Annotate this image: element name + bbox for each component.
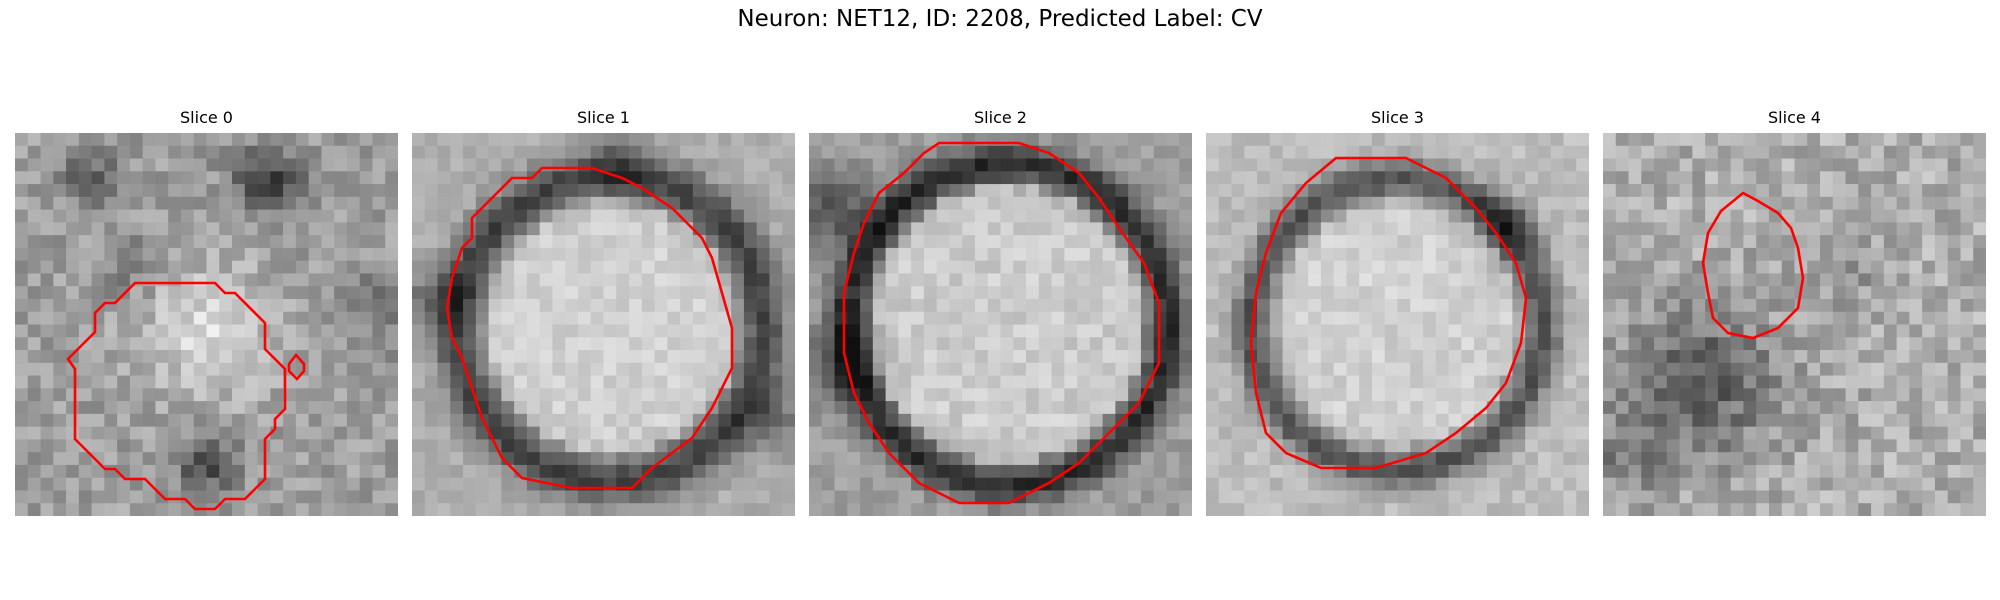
slice-image-0 bbox=[15, 133, 398, 516]
slice-title: Slice 1 bbox=[577, 108, 630, 127]
slice-image-4 bbox=[1603, 133, 1986, 516]
segmentation-contour bbox=[287, 352, 306, 381]
slice-panel-3: Slice 3 bbox=[1206, 108, 1589, 516]
pixel-grid bbox=[412, 133, 795, 516]
slice-image-2 bbox=[809, 133, 1192, 516]
segmentation-contour bbox=[445, 166, 734, 490]
pixel-grid bbox=[15, 133, 398, 516]
slice-panel-1: Slice 1 bbox=[412, 108, 795, 516]
slice-panel-2: Slice 2 bbox=[809, 108, 1192, 516]
slice-panel-0: Slice 0 bbox=[15, 108, 398, 516]
pixel-grid bbox=[1603, 133, 1986, 516]
slice-title: Slice 3 bbox=[1371, 108, 1424, 127]
slice-panel-4: Slice 4 bbox=[1603, 108, 1986, 516]
figure-title: Neuron: NET12, ID: 2208, Predicted Label… bbox=[737, 6, 1263, 32]
slice-image-1 bbox=[412, 133, 795, 516]
slice-title: Slice 4 bbox=[1768, 108, 1821, 127]
pixel-grid bbox=[1206, 133, 1589, 516]
segmentation-contour bbox=[66, 281, 287, 511]
slice-title: Slice 0 bbox=[180, 108, 233, 127]
slice-image-3 bbox=[1206, 133, 1589, 516]
segmentation-contour bbox=[1249, 156, 1528, 470]
slice-title: Slice 2 bbox=[974, 108, 1027, 127]
segmentation-contour bbox=[842, 141, 1161, 505]
segmentation-contour bbox=[1701, 191, 1805, 340]
pixel-grid bbox=[809, 133, 1192, 516]
